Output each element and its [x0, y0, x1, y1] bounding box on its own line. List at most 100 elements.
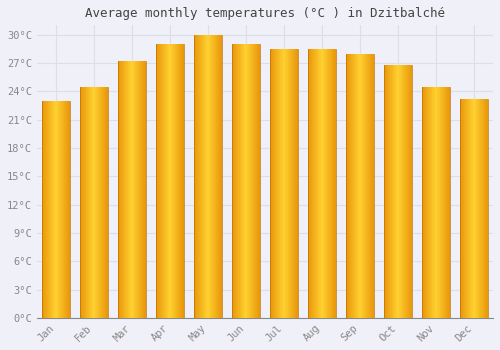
Bar: [246, 44, 248, 318]
Bar: [61, 101, 62, 318]
Bar: [393, 65, 394, 318]
Bar: [80, 87, 81, 318]
Bar: [102, 87, 103, 318]
Bar: [144, 61, 146, 318]
Bar: [81, 87, 82, 318]
Bar: [460, 99, 461, 318]
Bar: [252, 44, 253, 318]
Bar: [176, 44, 177, 318]
Bar: [124, 61, 126, 318]
Bar: [329, 49, 330, 318]
Bar: [68, 101, 70, 318]
Bar: [283, 49, 284, 318]
Bar: [60, 101, 61, 318]
Bar: [388, 65, 390, 318]
Bar: [392, 65, 393, 318]
Bar: [297, 49, 298, 318]
Bar: [276, 49, 277, 318]
Bar: [331, 49, 332, 318]
Bar: [254, 44, 255, 318]
Bar: [177, 44, 178, 318]
Bar: [90, 87, 91, 318]
Bar: [332, 49, 334, 318]
Bar: [208, 35, 210, 318]
Bar: [308, 49, 309, 318]
Bar: [284, 49, 286, 318]
Bar: [105, 87, 106, 318]
Bar: [220, 35, 222, 318]
Bar: [436, 87, 438, 318]
Bar: [288, 49, 289, 318]
Bar: [58, 101, 59, 318]
Bar: [234, 44, 235, 318]
Bar: [96, 87, 98, 318]
Bar: [127, 61, 128, 318]
Bar: [400, 65, 401, 318]
Bar: [279, 49, 280, 318]
Bar: [467, 99, 468, 318]
Bar: [67, 101, 68, 318]
Bar: [316, 49, 317, 318]
Bar: [136, 61, 137, 318]
Bar: [241, 44, 242, 318]
Bar: [250, 44, 251, 318]
Bar: [206, 35, 207, 318]
Bar: [474, 99, 475, 318]
Bar: [424, 87, 426, 318]
Bar: [478, 99, 479, 318]
Bar: [479, 99, 480, 318]
Bar: [398, 65, 400, 318]
Bar: [165, 44, 166, 318]
Bar: [461, 99, 462, 318]
Bar: [48, 101, 50, 318]
Bar: [140, 61, 141, 318]
Bar: [328, 49, 329, 318]
Bar: [431, 87, 432, 318]
Bar: [356, 54, 357, 318]
Bar: [395, 65, 396, 318]
Bar: [84, 87, 86, 318]
Bar: [354, 54, 355, 318]
Bar: [280, 49, 281, 318]
Bar: [43, 101, 44, 318]
Bar: [426, 87, 427, 318]
Bar: [438, 87, 439, 318]
Bar: [391, 65, 392, 318]
Bar: [484, 99, 486, 318]
Bar: [319, 49, 320, 318]
Bar: [405, 65, 406, 318]
Bar: [290, 49, 291, 318]
Bar: [310, 49, 312, 318]
Bar: [289, 49, 290, 318]
Bar: [238, 44, 239, 318]
Bar: [138, 61, 139, 318]
Bar: [215, 35, 216, 318]
Bar: [56, 101, 57, 318]
Bar: [53, 101, 54, 318]
Bar: [441, 87, 442, 318]
Bar: [200, 35, 201, 318]
Bar: [278, 49, 279, 318]
Bar: [54, 101, 55, 318]
Bar: [167, 44, 168, 318]
Bar: [353, 54, 354, 318]
Bar: [197, 35, 198, 318]
Title: Average monthly temperatures (°C ) in Dzitbalché: Average monthly temperatures (°C ) in Dz…: [85, 7, 445, 20]
Bar: [169, 44, 170, 318]
Bar: [195, 35, 196, 318]
Bar: [232, 44, 233, 318]
Bar: [443, 87, 444, 318]
Bar: [83, 87, 84, 318]
Bar: [207, 35, 208, 318]
Bar: [446, 87, 448, 318]
Bar: [156, 44, 157, 318]
Bar: [330, 49, 331, 318]
Bar: [175, 44, 176, 318]
Bar: [318, 49, 319, 318]
Bar: [476, 99, 477, 318]
Bar: [321, 49, 322, 318]
Bar: [322, 49, 324, 318]
Bar: [408, 65, 410, 318]
Bar: [89, 87, 90, 318]
Bar: [277, 49, 278, 318]
